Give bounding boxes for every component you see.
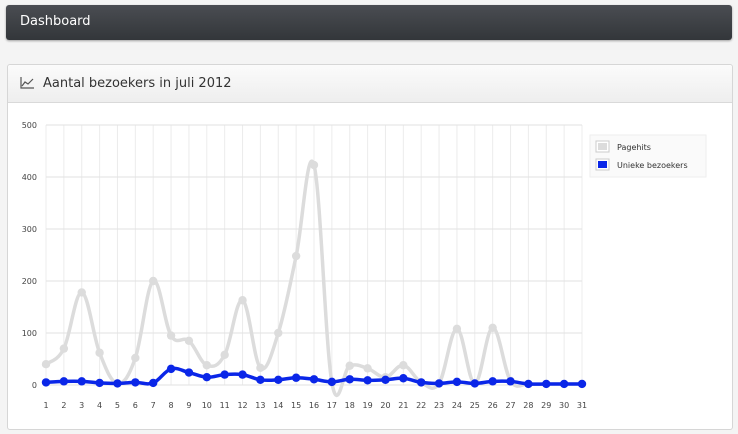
page-title: Dashboard: [20, 14, 91, 29]
x-tick-label: 2: [61, 401, 66, 410]
data-point: [131, 353, 140, 363]
x-tick-label: 9: [186, 401, 191, 410]
legend-swatch: [598, 161, 607, 168]
data-point: [131, 378, 140, 387]
y-tick-label: 200: [22, 277, 37, 286]
data-point: [77, 377, 86, 386]
x-tick-label: 22: [416, 401, 426, 410]
data-point: [577, 379, 587, 389]
data-point: [363, 364, 372, 373]
legend-label: Pagehits: [617, 143, 651, 152]
x-tick-label: 8: [169, 401, 174, 410]
data-point: [95, 378, 104, 388]
data-point: [220, 350, 229, 360]
x-tick-label: 1: [43, 401, 48, 410]
x-tick-label: 27: [505, 401, 515, 410]
data-point: [202, 373, 211, 382]
data-point: [59, 377, 69, 386]
x-tick-label: 23: [434, 401, 444, 410]
data-point: [488, 323, 497, 332]
data-point: [488, 377, 497, 386]
data-point: [149, 378, 158, 388]
data-point: [166, 331, 176, 340]
data-point: [184, 368, 194, 377]
widget-header: Aantal bezoekers in juli 2012: [8, 65, 732, 103]
y-tick-label: 400: [22, 173, 37, 182]
data-point: [363, 376, 372, 385]
line-chart-icon: [20, 77, 34, 89]
data-point: [399, 361, 408, 370]
x-tick-label: 3: [79, 401, 84, 410]
x-tick-label: 21: [398, 401, 408, 410]
data-point: [309, 160, 319, 170]
x-tick-label: 30: [559, 401, 569, 410]
data-point: [95, 348, 104, 357]
x-tick-label: 11: [220, 401, 230, 410]
data-point: [417, 378, 426, 387]
data-point: [256, 375, 265, 384]
data-point: [274, 328, 283, 338]
y-tick-label: 0: [32, 381, 37, 390]
x-tick-label: 15: [291, 401, 301, 410]
x-tick-label: 13: [255, 401, 265, 410]
data-point: [345, 361, 354, 370]
y-tick-label: 300: [22, 225, 37, 234]
x-tick-label: 25: [470, 401, 480, 410]
x-tick-label: 19: [363, 401, 373, 410]
x-tick-label: 14: [273, 401, 283, 410]
data-point: [238, 370, 247, 379]
data-point: [113, 379, 122, 388]
data-point: [399, 374, 408, 383]
data-point: [184, 336, 194, 345]
x-tick-label: 4: [97, 401, 102, 410]
data-point: [291, 251, 301, 261]
x-tick-label: 16: [309, 401, 319, 410]
x-tick-label: 31: [577, 401, 587, 410]
x-tick-label: 20: [380, 401, 390, 410]
x-tick-label: 7: [151, 401, 156, 410]
data-point: [274, 375, 283, 384]
data-point: [381, 375, 390, 384]
widget-title: Aantal bezoekers in juli 2012: [43, 76, 232, 91]
data-point: [291, 373, 301, 382]
x-tick-label: 6: [133, 401, 138, 410]
data-point: [166, 364, 176, 374]
x-tick-label: 24: [452, 401, 462, 410]
data-point: [345, 375, 354, 384]
data-point: [41, 360, 51, 369]
data-point: [309, 375, 319, 384]
legend-swatch: [598, 143, 607, 150]
data-point: [470, 379, 479, 388]
top-header-bar: Dashboard: [6, 5, 732, 40]
y-tick-label: 500: [22, 121, 37, 130]
data-point: [256, 363, 265, 373]
data-point: [41, 378, 51, 387]
data-point: [77, 288, 86, 297]
data-point: [238, 296, 247, 305]
x-tick-label: 18: [345, 401, 355, 410]
data-point: [452, 377, 462, 387]
legend-label: Unieke bezoekers: [617, 161, 688, 170]
data-point: [202, 361, 211, 370]
data-point: [452, 324, 462, 334]
y-tick-label: 100: [22, 329, 37, 338]
x-tick-label: 29: [541, 401, 551, 410]
x-tick-label: 10: [202, 401, 212, 410]
data-point: [506, 377, 515, 386]
x-tick-label: 5: [115, 401, 120, 410]
data-point: [524, 379, 533, 389]
data-point: [59, 344, 69, 353]
data-point: [559, 379, 569, 389]
x-tick-label: 17: [327, 401, 337, 410]
data-point: [149, 276, 158, 286]
data-point: [542, 379, 551, 389]
data-point: [220, 370, 229, 379]
x-tick-label: 26: [488, 401, 498, 410]
data-point: [327, 377, 337, 387]
data-point: [434, 379, 444, 388]
x-tick-label: 12: [237, 401, 247, 410]
x-tick-label: 28: [523, 401, 533, 410]
